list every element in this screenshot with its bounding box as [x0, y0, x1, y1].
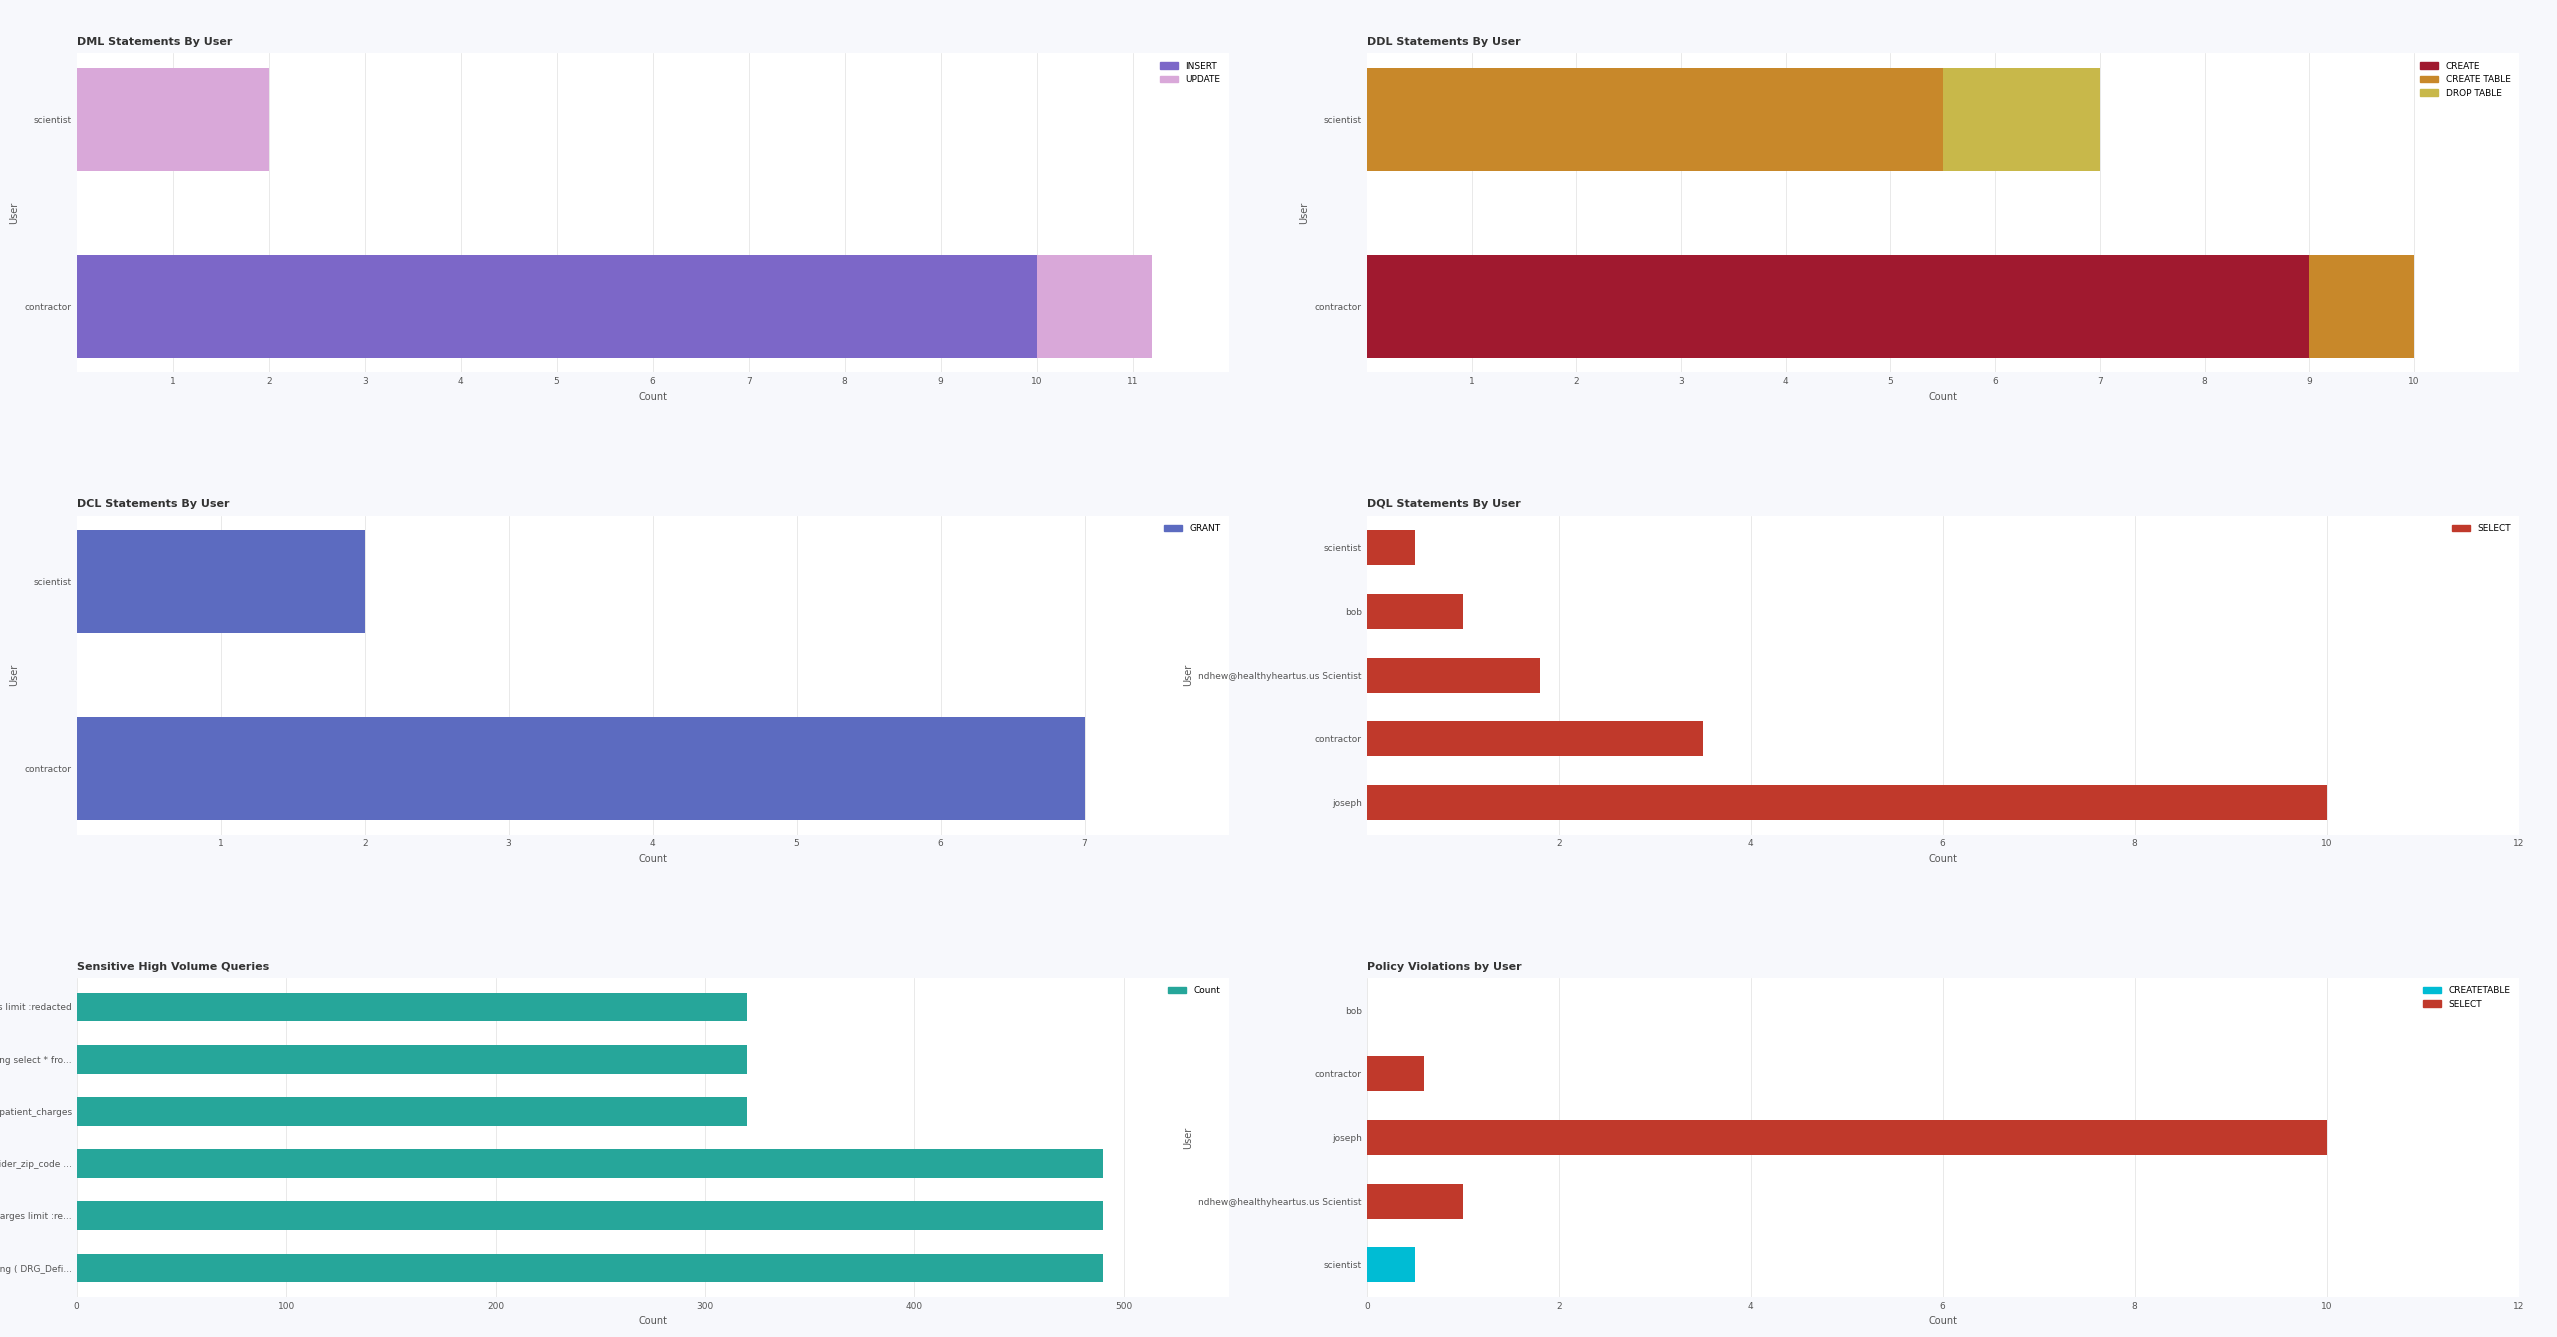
X-axis label: Count: Count — [639, 392, 667, 401]
Bar — [2309, 255, 2414, 358]
Y-axis label: User: User — [10, 202, 20, 225]
Bar — [77, 1254, 1102, 1282]
Bar — [1368, 1247, 1414, 1282]
Legend: Count: Count — [1163, 983, 1225, 999]
Bar — [77, 717, 1084, 820]
Legend: GRANT: GRANT — [1161, 520, 1225, 536]
Bar — [1036, 255, 1151, 358]
Bar — [1368, 1056, 1424, 1091]
Text: DML Statements By User: DML Statements By User — [77, 37, 233, 47]
Text: Sensitive High Volume Queries: Sensitive High Volume Queries — [77, 961, 268, 972]
Bar — [1368, 1120, 2327, 1155]
Bar — [1368, 658, 1539, 693]
Bar — [77, 531, 366, 634]
Y-axis label: User: User — [1184, 664, 1194, 686]
Text: Policy Violations by User: Policy Violations by User — [1368, 961, 1521, 972]
Bar — [1368, 255, 2309, 358]
Legend: INSERT, UPDATE: INSERT, UPDATE — [1156, 57, 1225, 88]
Bar — [1368, 531, 1414, 566]
Text: DDL Statements By User: DDL Statements By User — [1368, 37, 1521, 47]
Bar — [77, 992, 747, 1021]
Bar — [77, 1096, 747, 1126]
Y-axis label: User: User — [1299, 202, 1309, 225]
X-axis label: Count: Count — [639, 1317, 667, 1326]
Text: DQL Statements By User: DQL Statements By User — [1368, 500, 1521, 509]
Bar — [77, 1202, 1102, 1230]
Bar — [1368, 785, 2327, 820]
Y-axis label: User: User — [10, 664, 20, 686]
Y-axis label: User: User — [1184, 1126, 1194, 1148]
X-axis label: Count: Count — [639, 854, 667, 864]
Bar — [77, 255, 1036, 358]
Legend: CREATETABLE, SELECT: CREATETABLE, SELECT — [2419, 983, 2514, 1012]
Text: DCL Statements By User: DCL Statements By User — [77, 500, 230, 509]
Bar — [1368, 1183, 1463, 1219]
Legend: SELECT: SELECT — [2447, 520, 2514, 536]
Bar — [77, 1150, 1102, 1178]
Bar — [1368, 594, 1463, 628]
X-axis label: Count: Count — [1928, 854, 1956, 864]
Bar — [1368, 722, 1703, 757]
Bar — [1368, 68, 1943, 171]
Bar — [77, 68, 268, 171]
Bar — [77, 1044, 747, 1074]
Legend: CREATE, CREATE TABLE, DROP TABLE: CREATE, CREATE TABLE, DROP TABLE — [2416, 57, 2514, 102]
X-axis label: Count: Count — [1928, 1317, 1956, 1326]
X-axis label: Count: Count — [1928, 392, 1956, 401]
Bar — [1943, 68, 2099, 171]
